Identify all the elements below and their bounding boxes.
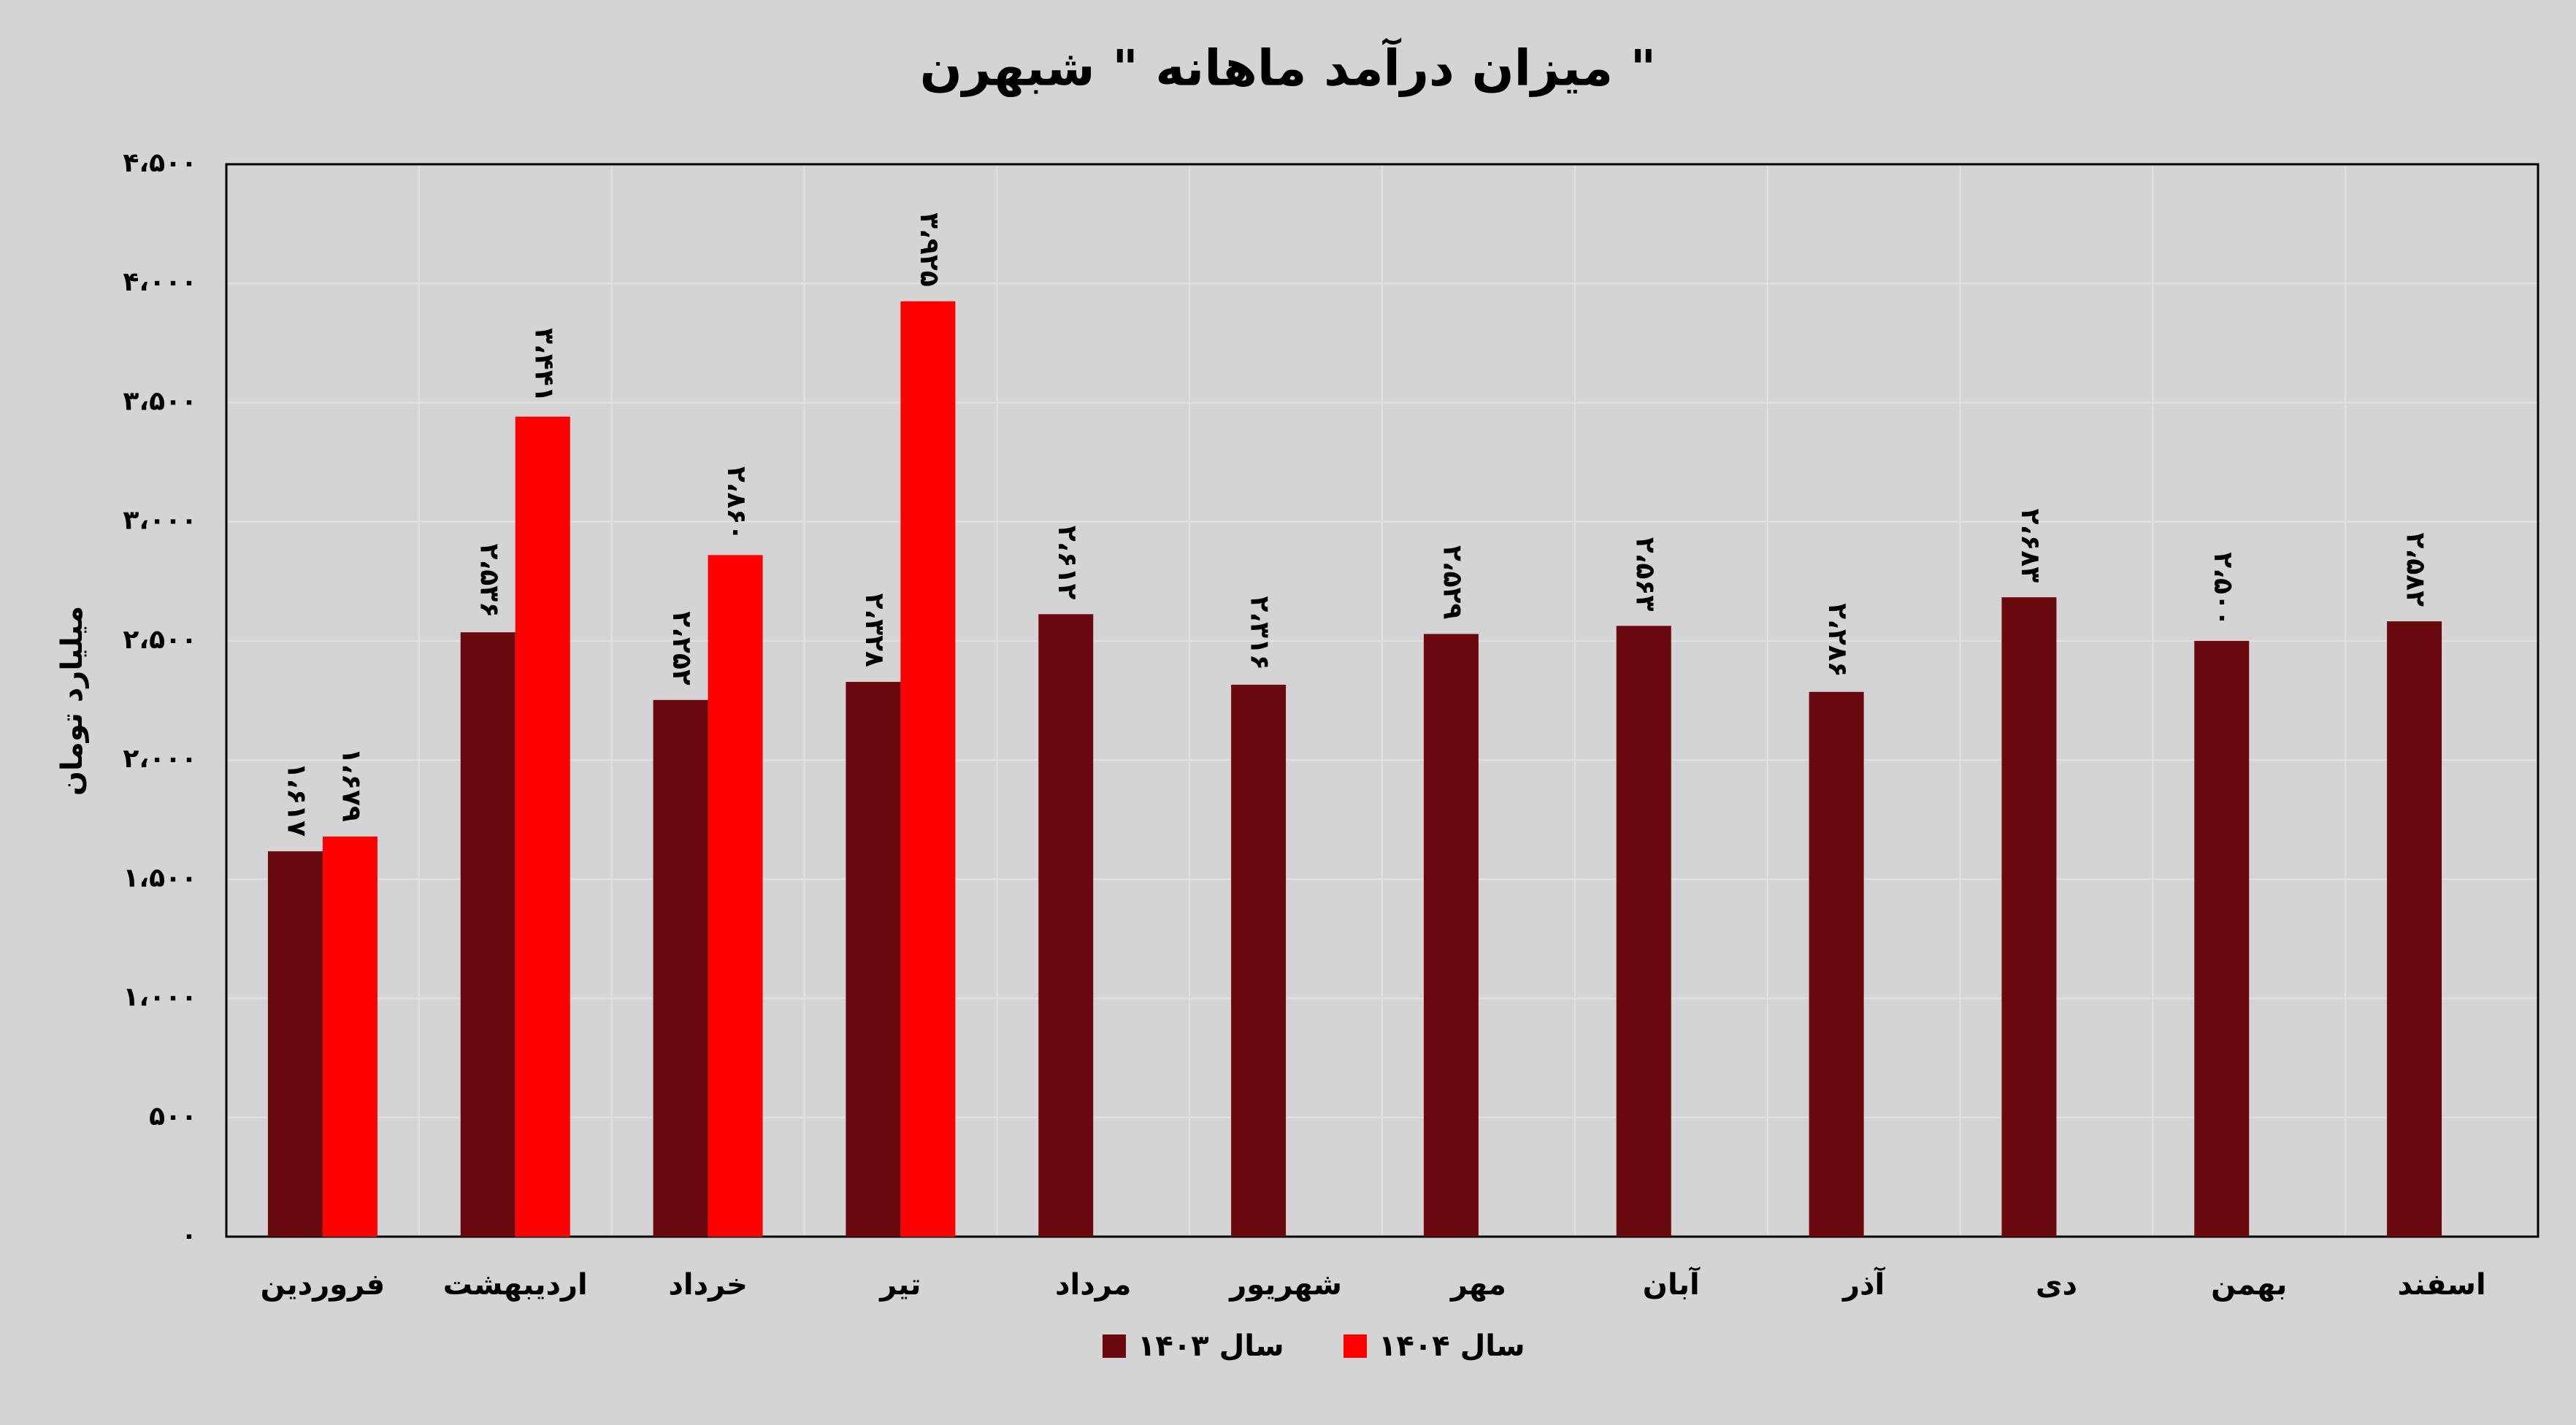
legend-swatch	[1103, 1334, 1126, 1358]
y-tick-label: ۰	[181, 1221, 197, 1251]
bar	[267, 851, 323, 1237]
legend-label: سال ۱۴۰۳	[1138, 1329, 1284, 1363]
value-label: ۲،۵۳۶	[474, 544, 504, 618]
bar	[1038, 614, 1094, 1237]
value-label: ۳،۹۲۵	[914, 212, 944, 287]
value-label: ۲،۲۸۶	[1822, 603, 1852, 677]
value-label: ۲،۸۶۰	[721, 466, 751, 541]
value-label: ۳،۴۴۱	[529, 328, 559, 402]
value-label: ۲،۲۵۲	[667, 611, 697, 685]
bar	[515, 416, 570, 1237]
y-tick-label: ۴،۰۰۰	[123, 267, 197, 297]
bar	[653, 699, 708, 1237]
plot-border	[225, 163, 2539, 1238]
bar	[1616, 626, 1671, 1237]
legend-label: سال ۱۴۰۴	[1379, 1329, 1525, 1363]
x-tick-label: اردیبهشت	[443, 1268, 588, 1302]
x-tick-label: دی	[2036, 1268, 2077, 1302]
y-tick-label: ۴،۵۰۰	[123, 148, 197, 178]
x-tick-label: تیر	[878, 1268, 921, 1302]
x-tick-label: مرداد	[1055, 1268, 1131, 1302]
y-tick-label: ۱،۰۰۰	[123, 983, 197, 1013]
y-tick-label: ۲،۵۰۰	[123, 625, 197, 655]
value-label: ۲،۳۱۶	[1245, 596, 1275, 670]
legend-swatch	[1343, 1334, 1367, 1358]
value-label: ۲،۶۱۲	[1052, 526, 1082, 600]
chart-title: میزان درآمد ماهانه " شبهرن "	[920, 37, 1656, 98]
y-tick-label: ۳،۰۰۰	[123, 506, 197, 536]
bar	[2387, 621, 2442, 1237]
bar	[708, 555, 763, 1237]
y-tick-label: ۳،۵۰۰	[123, 386, 197, 416]
x-tick-label: اسفند	[2397, 1268, 2485, 1302]
value-label: ۲،۵۰۰	[2208, 552, 2238, 626]
bar	[322, 836, 377, 1237]
value-label: ۱،۶۱۷	[281, 763, 311, 837]
value-label: ۲،۵۲۹	[1437, 545, 1467, 620]
bar	[1809, 691, 1864, 1237]
value-label: ۲،۶۸۳	[2015, 509, 2045, 583]
value-label: ۲،۵۶۳	[1630, 537, 1660, 612]
y-tick-label: ۱،۵۰۰	[123, 863, 197, 893]
bar	[2194, 640, 2250, 1237]
y-axis-label: میلیارد تومان	[55, 606, 89, 796]
x-tick-label: مهر	[1449, 1268, 1506, 1302]
x-tick-label: خرداد	[668, 1268, 747, 1302]
value-label: ۲،۵۸۲	[2401, 533, 2431, 607]
y-tick-label: ۲،۰۰۰	[123, 744, 197, 774]
bar	[900, 301, 956, 1237]
bar	[1423, 634, 1479, 1237]
value-label: ۱،۶۷۹	[336, 748, 366, 822]
bar	[1231, 684, 1287, 1237]
x-tick-label: آبان	[1643, 1266, 1701, 1302]
value-label: ۲،۳۲۸	[859, 593, 889, 667]
bar	[2001, 597, 2057, 1237]
x-tick-label: فروردین	[261, 1268, 386, 1302]
bar	[460, 632, 515, 1237]
bar	[846, 682, 901, 1237]
x-tick-label: شهریور	[1228, 1268, 1342, 1302]
x-tick-label: آذر	[1841, 1266, 1886, 1302]
x-tick-label: بهمن	[2211, 1268, 2287, 1302]
y-tick-label: ۵۰۰	[149, 1102, 197, 1132]
